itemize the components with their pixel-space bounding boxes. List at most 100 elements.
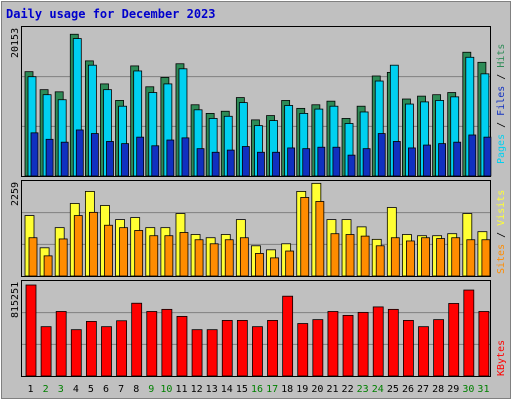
- x-tick-label: 3: [58, 384, 64, 395]
- pages-bar: [136, 136, 145, 177]
- kbytes-bar: [342, 314, 354, 377]
- pages-bar: [45, 138, 54, 177]
- x-tick-label: 12: [191, 384, 203, 395]
- x-tick-label: 2: [43, 384, 49, 395]
- kbytes-bar: [267, 320, 278, 377]
- sites-bar: [360, 235, 370, 277]
- x-tick-label: 23: [357, 384, 369, 395]
- x-tick-label: 9: [148, 384, 154, 395]
- x-tick-labels: 1 2 3 4 5 6 7 8 9 10 11 12 13 14 15 16 17 18 19 20 21 22 23 24 2…: [28, 384, 490, 395]
- sites-bar: [436, 238, 446, 277]
- svg-text:KBytes: KBytes: [496, 340, 507, 376]
- kbytes-bar: [357, 311, 369, 377]
- x-tick-label: 30: [462, 384, 474, 395]
- x-tick-label: 22: [342, 384, 354, 395]
- kbytes-bar: [70, 329, 82, 377]
- kbytes-bar: [297, 323, 309, 377]
- x-tick-label: 8: [133, 384, 139, 395]
- pages-bar: [226, 149, 235, 177]
- pages-bar: [166, 139, 175, 177]
- pages-bar: [106, 141, 114, 177]
- kbytes-bar: [206, 329, 218, 377]
- pages-bar: [438, 143, 447, 177]
- kbytes-bar: [116, 320, 127, 377]
- pages-bar: [75, 129, 84, 177]
- sites-bar: [345, 234, 355, 277]
- svg-text:Sites / Visits: Sites / Visits: [496, 190, 507, 274]
- sites-bar: [270, 257, 279, 277]
- pages-bar: [211, 151, 220, 177]
- sites-bar: [149, 235, 159, 277]
- sites-bar: [451, 237, 461, 277]
- kbytes-bar: [40, 326, 52, 377]
- kbytes-bar: [25, 284, 37, 377]
- legend-visits-sites: Sites / Visits: [496, 190, 507, 274]
- kbytes-bar: [221, 320, 233, 377]
- ymax-label-kbytes: 815251: [10, 282, 21, 318]
- sites-bar: [209, 243, 219, 277]
- pages-bar: [90, 133, 99, 177]
- sites-bar: [88, 211, 98, 277]
- x-tick-label: 29: [447, 384, 459, 395]
- kbytes-bar: [282, 295, 294, 377]
- pages-bar: [272, 151, 280, 177]
- sites-bar: [481, 239, 491, 277]
- pages-bar: [302, 148, 311, 177]
- pages-bar: [60, 141, 69, 177]
- legend-pages: Pages: [496, 134, 507, 164]
- svg-text:Pages / Files / Hits: Pages / Files / Hits: [496, 44, 507, 164]
- x-tick-label: 7: [118, 384, 124, 395]
- kbytes-bar: [478, 311, 490, 377]
- pages-bar: [257, 151, 265, 177]
- sites-bar: [255, 253, 264, 277]
- sites-bar: [179, 232, 189, 277]
- x-tick-label: 28: [432, 384, 444, 395]
- kbytes-bar: [252, 326, 263, 377]
- sites-bar: [406, 240, 415, 277]
- sites-bar: [43, 255, 53, 277]
- pages-bar: [468, 134, 477, 177]
- x-tick-label: 19: [296, 384, 308, 395]
- x-tick-label: 26: [402, 384, 414, 395]
- x-tick-label: 21: [326, 384, 338, 395]
- legend-kbytes: KBytes: [496, 340, 507, 376]
- legend-visits: Visits: [496, 190, 507, 226]
- ymax-label-visits: 2259: [10, 182, 21, 206]
- pages-bar: [392, 141, 401, 177]
- kbytes-bar: [418, 326, 429, 377]
- sites-bar: [466, 239, 476, 277]
- sites-bar: [239, 237, 249, 277]
- sites-bar: [58, 238, 68, 277]
- kbytes-bar: [387, 308, 399, 377]
- pages-bar: [377, 133, 386, 177]
- x-tick-label: 18: [281, 384, 293, 395]
- kbytes-bar: [176, 315, 188, 377]
- bars: [24, 33, 492, 377]
- kbytes-bar: [161, 308, 173, 377]
- pages-bar: [181, 137, 190, 177]
- x-tick-label: 10: [160, 384, 172, 395]
- pages-bar: [362, 148, 371, 177]
- sites-bar: [421, 237, 430, 277]
- x-tick-label: 17: [266, 384, 278, 395]
- sites-bar: [134, 230, 144, 277]
- kbytes-bar: [85, 321, 97, 377]
- legend-sites: Sites: [496, 244, 507, 274]
- kbytes-bar: [312, 319, 324, 377]
- pages-bar: [332, 146, 341, 177]
- kbytes-bar: [101, 326, 112, 377]
- sites-bar: [300, 197, 310, 277]
- pages-bar: [241, 146, 250, 177]
- sites-bar: [285, 250, 295, 277]
- pages-bar: [483, 136, 492, 177]
- kbytes-bar: [191, 329, 203, 377]
- kbytes-bar: [236, 320, 248, 377]
- pages-bar: [453, 141, 462, 177]
- kbytes-bar: [433, 319, 445, 377]
- x-tick-label: 14: [221, 384, 233, 395]
- x-tick-label: 20: [311, 384, 323, 395]
- pages-bar: [317, 146, 326, 177]
